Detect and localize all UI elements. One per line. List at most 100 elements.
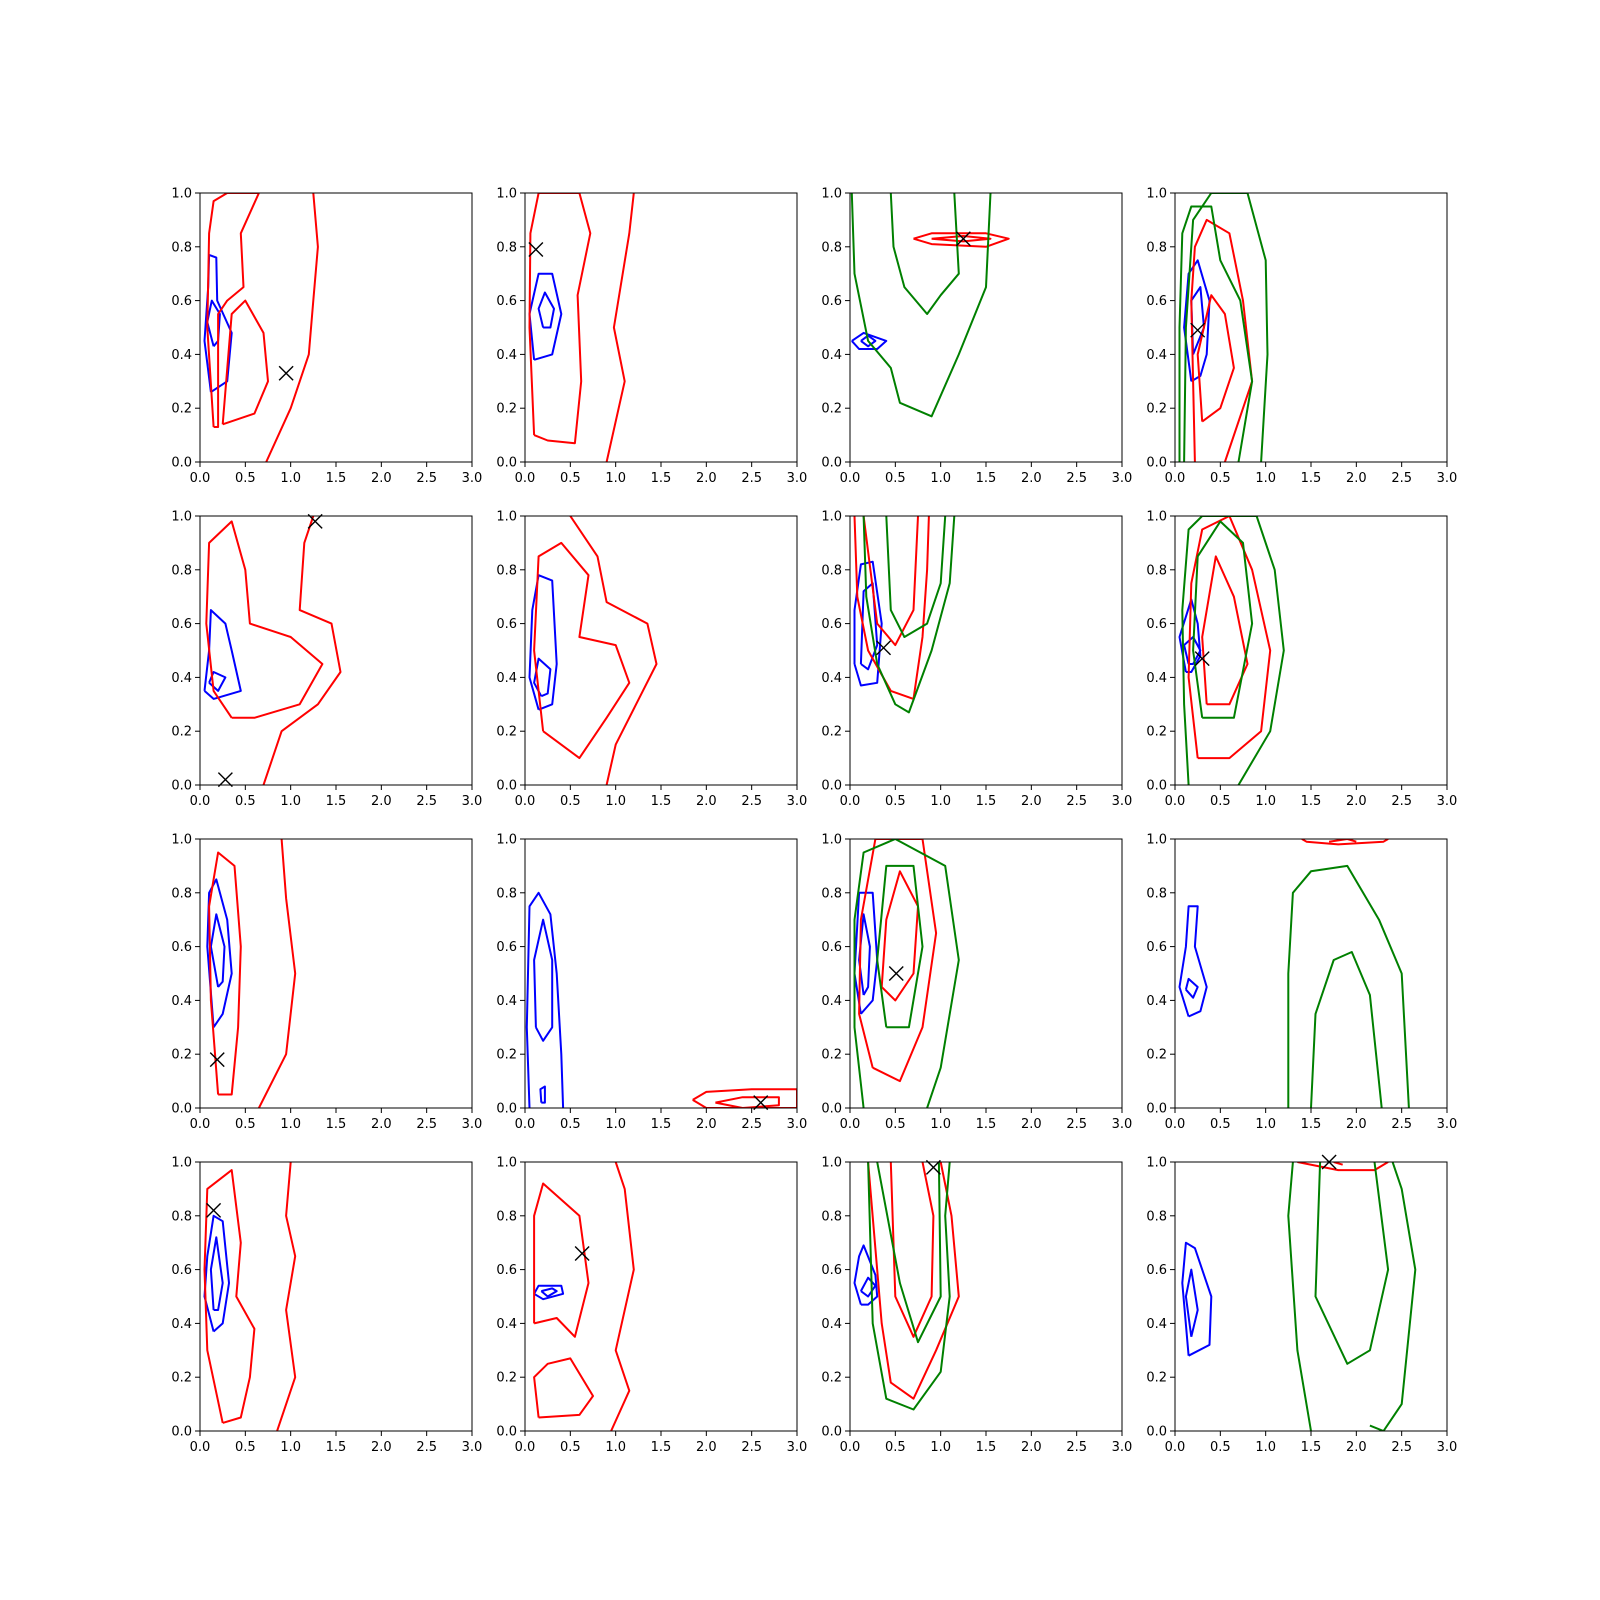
y-tick-label: 1.0 xyxy=(821,510,842,525)
x-tick-label: 2.5 xyxy=(416,1440,437,1455)
x-tick-label: 1.0 xyxy=(930,794,951,809)
x-tick-label: 0.5 xyxy=(235,1117,256,1132)
red-contour-line xyxy=(528,193,592,445)
y-tick-label: 0.2 xyxy=(171,402,192,417)
x-tick-label: 0.0 xyxy=(515,1440,536,1455)
blue-contour-line xyxy=(533,657,552,698)
blue-contour-line xyxy=(853,1244,879,1306)
x-tick-label: 1.5 xyxy=(326,794,347,809)
red-contour-line xyxy=(1201,555,1249,706)
blue-contour-line xyxy=(1184,977,1199,999)
plot-area xyxy=(850,193,1010,418)
x-tick-label: 3.0 xyxy=(1112,794,1133,809)
y-tick-label: 0.4 xyxy=(496,671,517,686)
x-tick-label: 3.0 xyxy=(462,1440,483,1455)
x-tick-label: 1.5 xyxy=(651,1117,672,1132)
blue-contour-line xyxy=(853,891,879,1015)
x-tick-label: 2.0 xyxy=(1346,794,1367,809)
x-tick-label: 0.5 xyxy=(560,1440,581,1455)
x-tick-label: 2.0 xyxy=(1021,471,1042,486)
x-tick-label: 1.0 xyxy=(605,1440,626,1455)
plot-area xyxy=(525,891,797,1108)
y-tick-label: 1.0 xyxy=(171,187,192,202)
x-tick-label: 3.0 xyxy=(787,1440,808,1455)
red-contour-line xyxy=(265,193,319,462)
blue-contour-line xyxy=(525,891,565,1108)
red-contour-line xyxy=(258,839,297,1108)
x-tick-label: 1.0 xyxy=(1255,794,1276,809)
y-tick-label: 1.0 xyxy=(496,187,517,202)
x-tick-label: 0.5 xyxy=(560,1117,581,1132)
blue-contour-line xyxy=(1178,905,1208,1018)
subplot-r2-c4: 0.0 0.5 1.0 1.5 2.0 2.5 3.0 0.0 0.2 0.4 0.6 0.8 1.0 xyxy=(1146,510,1457,810)
blue-contour-line xyxy=(1181,1241,1213,1357)
x-tick-label: 0.5 xyxy=(560,471,581,486)
subplot-r2-c2: 0.0 0.5 1.0 1.5 2.0 2.5 3.0 0.0 0.2 0.4 0.6 0.8 1.0 xyxy=(496,510,807,810)
y-tick-label: 0.8 xyxy=(821,1209,842,1224)
y-tick-label: 0.2 xyxy=(1146,402,1167,417)
red-contour-line xyxy=(862,516,919,647)
green-contour-line xyxy=(885,516,947,638)
y-tick-label: 0.6 xyxy=(496,294,517,309)
y-tick-label: 1.0 xyxy=(821,187,842,202)
x-tick-label: 0.0 xyxy=(515,794,536,809)
y-tick-label: 0.2 xyxy=(496,402,517,417)
red-contour-line xyxy=(692,1088,797,1108)
x-tick-label: 2.5 xyxy=(1066,794,1087,809)
green-contour-line xyxy=(862,516,956,714)
x-tick-label: 1.5 xyxy=(326,1440,347,1455)
x-tick-label: 0.0 xyxy=(190,794,211,809)
x-tick-label: 1.0 xyxy=(1255,1117,1276,1132)
subplot-r1-c2: 0.0 0.5 1.0 1.5 2.0 2.5 3.0 0.0 0.2 0.4 0.6 0.8 1.0 xyxy=(496,187,807,487)
x-tick-label: 1.5 xyxy=(1301,794,1322,809)
y-tick-label: 0.4 xyxy=(821,994,842,1009)
y-tick-label: 0.0 xyxy=(171,1425,192,1440)
y-tick-label: 0.4 xyxy=(496,994,517,1009)
axes-frame xyxy=(524,515,798,786)
y-tick-label: 0.4 xyxy=(171,1317,192,1332)
y-tick-label: 0.6 xyxy=(1146,617,1167,632)
y-tick-label: 0.4 xyxy=(171,671,192,686)
x-tick-label: 0.0 xyxy=(190,471,211,486)
x-marker xyxy=(307,513,323,529)
y-tick-label: 1.0 xyxy=(821,833,842,848)
subplot-r4-c3: 0.0 0.5 1.0 1.5 2.0 2.5 3.0 0.0 0.2 0.4 0.6 0.8 1.0 xyxy=(821,1156,1132,1456)
x-tick-label: 2.0 xyxy=(371,1440,392,1455)
x-tick-label: 2.5 xyxy=(1391,1117,1412,1132)
green-contour-line xyxy=(1192,520,1254,719)
red-contour-line xyxy=(880,870,919,1002)
y-tick-label: 0.0 xyxy=(171,779,192,794)
red-contour-line xyxy=(262,516,342,785)
red-contour-line xyxy=(931,235,992,243)
y-tick-label: 0.6 xyxy=(821,1263,842,1278)
x-tick-label: 3.0 xyxy=(1437,1117,1458,1132)
x-tick-label: 1.5 xyxy=(1301,1117,1322,1132)
x-tick-label: 1.5 xyxy=(326,471,347,486)
blue-contour-line xyxy=(1183,636,1202,665)
y-tick-label: 0.0 xyxy=(171,456,192,471)
y-tick-label: 0.2 xyxy=(496,725,517,740)
y-tick-label: 0.6 xyxy=(1146,1263,1167,1278)
x-tick-label: 2.5 xyxy=(416,471,437,486)
y-tick-label: 0.6 xyxy=(171,294,192,309)
blue-contour-line xyxy=(203,253,233,393)
x-marker xyxy=(955,231,971,247)
red-contour-line xyxy=(715,1096,780,1108)
green-contour-line xyxy=(1314,1162,1390,1365)
x-tick-label: 2.5 xyxy=(741,471,762,486)
axes-frame xyxy=(524,838,798,1109)
x-tick-label: 1.0 xyxy=(1255,1440,1276,1455)
red-contour-line xyxy=(913,232,1010,248)
x-tick-label: 0.0 xyxy=(1165,471,1186,486)
green-contour-line xyxy=(1183,193,1269,462)
x-tick-label: 1.0 xyxy=(280,1440,301,1455)
red-contour-line xyxy=(206,193,260,428)
y-tick-label: 0.8 xyxy=(496,563,517,578)
axes-frame xyxy=(524,192,798,463)
x-tick-label: 0.5 xyxy=(885,1117,906,1132)
subplot-r2-c3: 0.0 0.5 1.0 1.5 2.0 2.5 3.0 0.0 0.2 0.4 0.6 0.8 1.0 xyxy=(821,510,1132,810)
x-tick-label: 2.0 xyxy=(696,1117,717,1132)
subplot-r4-c4: 0.0 0.5 1.0 1.5 2.0 2.5 3.0 0.0 0.2 0.4 0.6 0.8 1.0 xyxy=(1146,1154,1457,1455)
y-tick-label: 0.8 xyxy=(1146,563,1167,578)
red-contour-line xyxy=(853,516,930,700)
